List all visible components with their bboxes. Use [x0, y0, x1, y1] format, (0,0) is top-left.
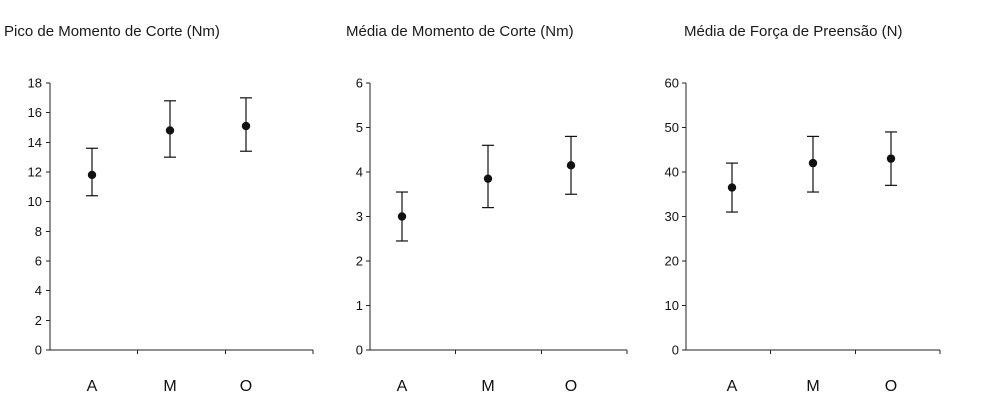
- y-tick-label: 50: [665, 120, 679, 135]
- y-tick-label: 4: [356, 165, 363, 180]
- data-point: [165, 126, 175, 135]
- y-tick-label: 14: [28, 135, 42, 150]
- data-point: [397, 212, 407, 221]
- y-tick-label: 6: [35, 254, 42, 269]
- y-tick-label: 12: [28, 165, 42, 180]
- data-point: [727, 183, 737, 192]
- x-category-label: M: [481, 378, 494, 394]
- y-tick-label: 8: [35, 224, 42, 239]
- y-tick-label: 4: [35, 283, 42, 298]
- y-tick-label: 2: [35, 313, 42, 328]
- y-tick-label: 10: [28, 194, 42, 209]
- y-tick-label: 0: [356, 343, 363, 358]
- y-tick-label: 40: [665, 165, 679, 180]
- data-point: [483, 174, 493, 183]
- x-category-label: M: [806, 378, 819, 394]
- y-tick-label: 60: [665, 76, 679, 91]
- x-category-label: O: [565, 378, 577, 394]
- y-tick-label: 5: [356, 120, 363, 135]
- chart-title: Pico de Momento de Corte (Nm): [4, 23, 220, 40]
- data-point: [87, 170, 97, 180]
- data-point: [566, 161, 576, 170]
- chart-title: Média de Força de Preensão (N): [684, 23, 902, 40]
- y-tick-label: 0: [672, 343, 679, 358]
- data-point: [241, 121, 251, 131]
- x-category-label: A: [397, 378, 408, 394]
- y-tick-label: 18: [28, 76, 42, 91]
- y-tick-label: 10: [665, 298, 679, 313]
- y-tick-label: 3: [356, 209, 363, 224]
- data-point: [808, 158, 818, 168]
- y-tick-label: 30: [665, 209, 679, 224]
- y-tick-label: 1: [356, 298, 363, 313]
- y-tick-label: 16: [28, 105, 42, 120]
- y-tick-label: 6: [356, 76, 363, 91]
- x-category-label: A: [727, 378, 738, 394]
- y-tick-label: 20: [665, 254, 679, 269]
- x-category-label: O: [885, 378, 897, 394]
- y-tick-label: 2: [356, 254, 363, 269]
- chart-title: Média de Momento de Corte (Nm): [346, 23, 574, 40]
- y-tick-label: 0: [35, 343, 42, 358]
- x-category-label: A: [87, 378, 98, 394]
- data-point: [886, 154, 896, 163]
- x-category-label: O: [240, 378, 252, 394]
- x-category-label: M: [163, 378, 176, 394]
